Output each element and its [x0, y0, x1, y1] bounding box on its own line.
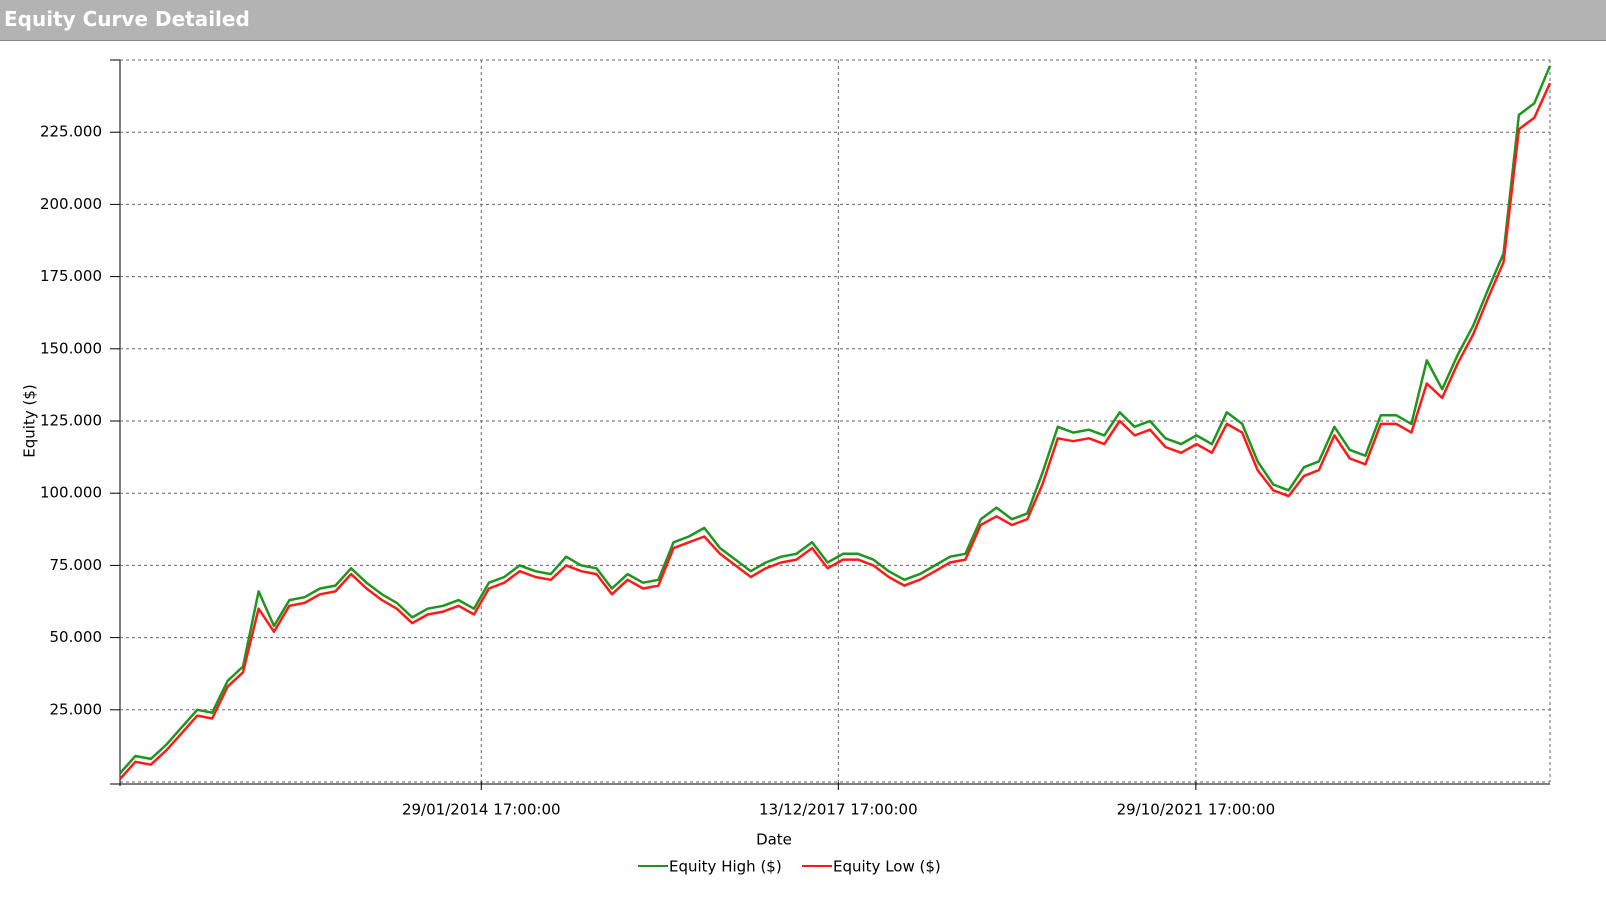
legend-label: Equity Low ($)	[833, 858, 941, 876]
equity-line	[119, 65, 1552, 775]
y-tick-label: 125.000	[40, 412, 102, 430]
legend-label: Equity High ($)	[669, 858, 782, 876]
y-tick-label: 100.000	[40, 484, 102, 502]
x-tick-label: 29/10/2021 17:00:00	[1117, 801, 1276, 819]
y-tick-label: 175.000	[40, 267, 102, 285]
x-tick-label: 13/12/2017 17:00:00	[759, 801, 918, 819]
y-tick-label: 200.000	[40, 195, 102, 213]
y-tick-label: 50.000	[50, 628, 103, 646]
x-axis-label: Date	[756, 831, 792, 849]
y-axis-label: Equity ($)	[21, 384, 39, 457]
y-tick-label: 225.000	[40, 123, 102, 141]
chart: Date Equity ($) 25.000 50.000 75.000 100.00…	[21, 59, 1552, 876]
y-tick-label: 25.000	[50, 700, 103, 718]
equity-line	[119, 82, 1552, 780]
y-tick-label: 75.000	[50, 556, 103, 574]
x-tick-label: 29/01/2014 17:00:00	[402, 801, 561, 819]
y-tick-label: 150.000	[40, 339, 102, 357]
title-bar: Equity Curve Detailed	[0, 0, 1606, 41]
window-title: Equity Curve Detailed	[4, 7, 250, 31]
